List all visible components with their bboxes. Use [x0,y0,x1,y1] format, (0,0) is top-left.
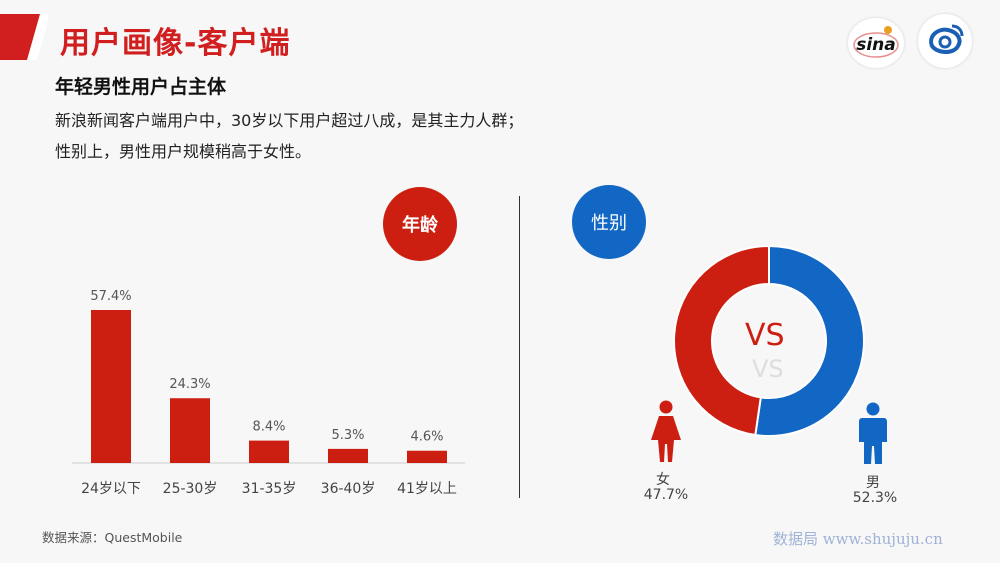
bar [91,310,131,463]
section-subtitle: 年轻男性用户占主体 [55,76,227,98]
page-title: 用户画像-客户端 [60,26,291,61]
bar [328,448,368,463]
category-tick-label: 25-30岁 [163,481,218,497]
female-label: 女 [656,472,670,488]
vs-shadow-text: VS [752,355,784,383]
category-tick-label: 36-40岁 [321,481,376,497]
bar [249,440,289,463]
weibo-logo-icon [918,14,972,68]
bar-data-label: 24.3% [169,377,210,392]
bar [407,450,447,463]
sina-logo-text: sina [856,35,896,55]
category-tick-label: 41岁以上 [397,481,457,497]
category-tick-label: 31-35岁 [242,481,297,497]
bar-data-label: 4.6% [410,430,443,445]
sina-logo: sina [848,18,904,68]
male-icon [859,402,887,464]
data-source: 数据来源：QuestMobile [42,530,183,545]
description-line-2: 性别上，男性用户规模稍高于女性。 [55,142,312,161]
bar-data-label: 57.4% [90,289,131,304]
female-value: 47.7% [643,487,689,503]
donut-center-vs: VS [745,318,785,353]
male-label: 男 [866,475,880,491]
bar-data-label: 5.3% [331,428,364,443]
age-badge: 年龄 [383,187,457,261]
gender-donut-chart [673,244,865,437]
male-value: 52.3% [852,490,898,506]
title-accent-bar [0,14,50,60]
gender-badge: 性别 [572,185,646,259]
donut-slice-female [673,244,770,437]
age-bar-chart: 57.4% 24岁以下 24.3% 25-30岁 8.4% 31-35岁 5.3% 36-40… [72,289,465,497]
female-icon [651,400,681,462]
chart-divider [519,196,520,498]
description-line-1: 新浪新闻客户端用户中，30岁以下用户超过八成，是其主力人群； [55,111,524,130]
bar-data-label: 8.4% [252,420,285,435]
bar [170,398,210,463]
category-tick-label: 24岁以下 [81,481,141,497]
donut-slice-male [754,244,865,437]
watermark: 数据局 www.shujuju.cn [773,530,943,548]
